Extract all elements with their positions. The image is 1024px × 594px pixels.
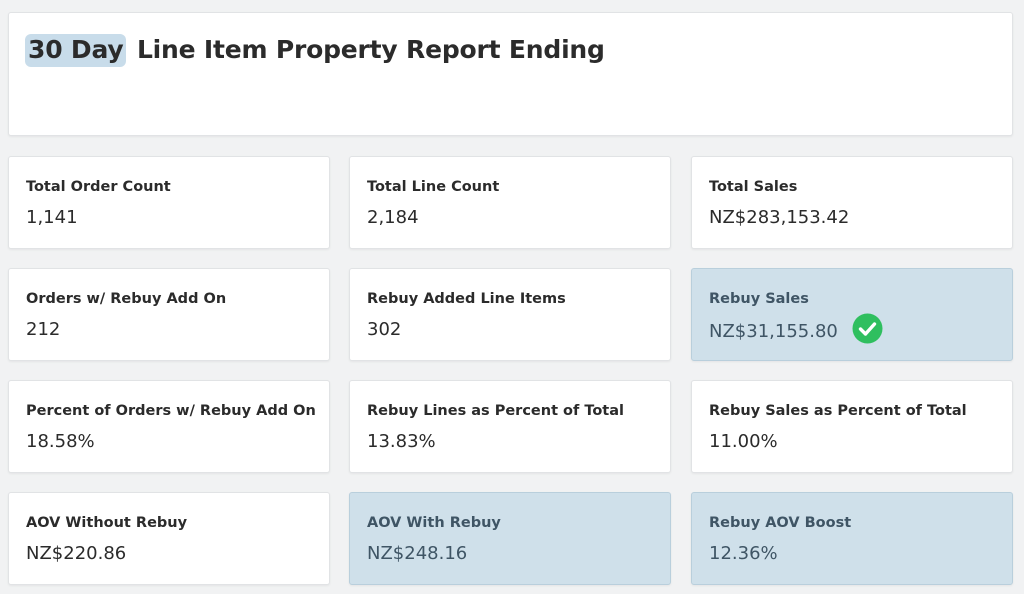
metric-value: 18.58% [26,431,95,452]
metric-card-aov-without-rebuy: AOV Without Rebuy NZ$220.86 [8,492,330,585]
metric-value-text: 302 [367,319,402,340]
metric-value: 212 [26,319,60,340]
metric-label: Total Line Count [367,179,500,195]
metric-label: Rebuy AOV Boost [709,515,852,531]
metric-card-rebuy-aov-boost: Rebuy AOV Boost 12.36% [691,492,1013,585]
metric-value: 1,141 [26,207,78,228]
metric-value-text: NZ$31,155.80 [709,321,838,342]
check-circle-icon [852,313,883,344]
metric-value-text: 18.58% [26,431,95,452]
metric-card-rebuy-sales-percent: Rebuy Sales as Percent of Total 11.00% [691,380,1013,473]
metric-label: Rebuy Sales [709,291,809,307]
metric-value: 302 [367,319,401,340]
metric-label: AOV With Rebuy [367,515,501,531]
report-title-highlight: 30 Day [25,34,127,67]
report-header-card: 30 Day Line Item Property Report Ending [8,12,1013,136]
metric-value: 12.36% [709,543,778,564]
metric-label: Rebuy Sales as Percent of Total [709,403,967,419]
metric-card-aov-with-rebuy: AOV With Rebuy NZ$248.16 [349,492,671,585]
metric-value: NZ$248.16 [367,543,467,564]
metric-card-rebuy-sales: Rebuy Sales NZ$31,155.80 [691,268,1013,361]
metric-value: NZ$220.86 [26,543,126,564]
metric-value-text: NZ$220.86 [26,543,127,564]
metric-value: NZ$283,153.42 [709,207,849,228]
metric-label: Total Sales [709,179,798,195]
metric-value: 11.00% [709,431,778,452]
metric-value: 2,184 [367,207,419,228]
metric-value-text: 2,184 [367,207,419,228]
metric-value: NZ$31,155.80 [709,313,883,344]
metric-label: Total Order Count [26,179,171,195]
metric-card-rebuy-lines-percent: Rebuy Lines as Percent of Total 13.83% [349,380,671,473]
metric-value-text: 1,141 [26,207,78,228]
metric-card-total-sales: Total Sales NZ$283,153.42 [691,156,1013,249]
metric-card-percent-orders-with-rebuy: Percent of Orders w/ Rebuy Add On 18.58% [8,380,330,473]
metric-value-text: 12.36% [709,543,778,564]
metric-label: Orders w/ Rebuy Add On [26,291,227,307]
metric-label: Percent of Orders w/ Rebuy Add On [26,403,316,419]
metric-value: 13.83% [367,431,436,452]
metric-value-text: 212 [26,319,61,340]
metric-value-text: 13.83% [367,431,436,452]
report-title-text: Line Item Property Report Ending [128,35,605,64]
metric-card-orders-with-rebuy: Orders w/ Rebuy Add On 212 [8,268,330,361]
metric-label: AOV Without Rebuy [26,515,188,531]
metric-card-total-line-count: Total Line Count 2,184 [349,156,671,249]
metric-value-text: NZ$248.16 [367,543,468,564]
metric-label: Rebuy Added Line Items [367,291,566,307]
metric-value-text: 11.00% [709,431,778,452]
metric-label: Rebuy Lines as Percent of Total [367,403,624,419]
report-title: 30 Day Line Item Property Report Ending [25,34,605,67]
metric-card-total-order-count: Total Order Count 1,141 [8,156,330,249]
metric-card-rebuy-added-line-items: Rebuy Added Line Items 302 [349,268,671,361]
metric-value-text: NZ$283,153.42 [709,207,850,228]
